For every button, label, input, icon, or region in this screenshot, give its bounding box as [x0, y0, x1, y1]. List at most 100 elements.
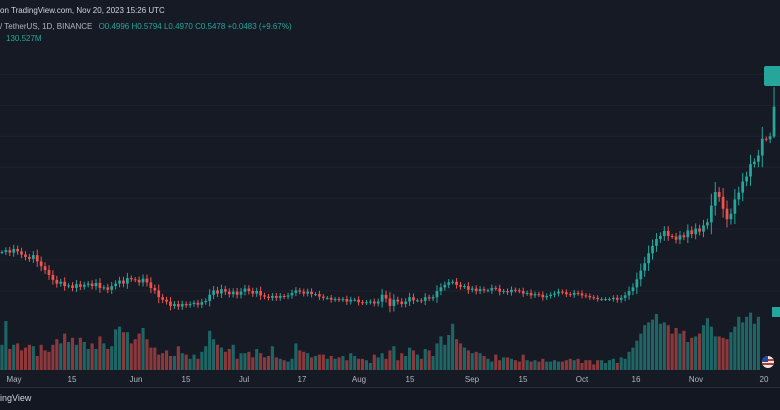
candle-body [584, 295, 588, 297]
candle-body [145, 278, 149, 283]
candle-body [157, 290, 161, 298]
volume-bar [690, 337, 694, 370]
candle-body [549, 294, 553, 296]
volume-bar [729, 332, 733, 370]
candle-body [698, 228, 701, 232]
volume-bar [161, 353, 165, 370]
volume-bar [631, 347, 635, 370]
volume-bar [157, 354, 161, 370]
candle-body [529, 292, 533, 296]
candle-body [627, 291, 631, 296]
volume-bar [215, 344, 220, 370]
volume-bar [349, 353, 353, 370]
candle-body [114, 283, 117, 287]
volume-bar [313, 356, 318, 370]
volume-bar [227, 349, 231, 370]
candle-body [756, 155, 760, 162]
volume-bar [353, 356, 357, 370]
tradingview-logo[interactable]: ingView [0, 393, 32, 403]
candle-body [39, 261, 43, 267]
volume-bar [47, 351, 51, 370]
candle-body [294, 290, 298, 293]
price-chart[interactable]: May 15 Jun 15 Jul 17 Aug 15 Sep 15 Oct 16 Nov 20 [0, 0, 780, 388]
candle-body [176, 304, 180, 307]
candle-body [372, 301, 376, 304]
candle-body [243, 288, 247, 292]
candle-body [655, 239, 658, 246]
volume-bar [59, 343, 63, 370]
volume-bar [717, 336, 721, 370]
volume-bar [537, 361, 541, 370]
volume-bar [494, 354, 498, 370]
volume-bar [396, 360, 400, 370]
volume-bar [400, 353, 404, 370]
candle-body [753, 161, 756, 165]
volume-bar [643, 325, 647, 370]
candle-body [106, 287, 110, 290]
candle-body [533, 294, 537, 296]
candle-body [647, 253, 650, 264]
volume-bar [545, 361, 549, 370]
volume-bar [713, 336, 717, 370]
volume-readout: 130.527M [6, 34, 42, 43]
candle-body [47, 270, 51, 275]
candle-body [404, 301, 408, 305]
candle-body [24, 254, 27, 257]
x-axis-label: Jun [130, 375, 143, 384]
candle-body [255, 291, 259, 294]
candle-body [28, 257, 31, 259]
candle-body [470, 288, 474, 290]
candle-body [690, 230, 694, 235]
volume-bar [388, 350, 392, 370]
volume-bar [231, 344, 235, 370]
candle-body [643, 263, 647, 271]
candle-body [180, 304, 184, 307]
candle-body [557, 291, 560, 294]
candle-body [466, 286, 470, 290]
volume-bar [647, 322, 651, 370]
volume-bar [165, 350, 169, 370]
volume-bar [90, 343, 94, 370]
volume-bar [650, 319, 655, 370]
volume-bar [670, 333, 674, 370]
volume-bar [82, 342, 86, 370]
volume-bar [345, 360, 349, 370]
candle-body [721, 196, 725, 209]
candle-body [314, 294, 317, 296]
volume-bar [239, 353, 243, 370]
volume-bar [329, 356, 333, 370]
volume-bar [588, 360, 592, 370]
candle-body [231, 291, 235, 295]
volume-bar [615, 363, 619, 370]
candle-body [741, 181, 745, 193]
candle-body [525, 292, 529, 294]
volume-bar [705, 318, 709, 370]
candle-body [564, 292, 568, 295]
volume-bar [63, 333, 67, 370]
candle-body [165, 299, 168, 302]
candle-body [733, 199, 737, 214]
candle-body [361, 302, 364, 304]
candle-body [384, 294, 388, 299]
x-axis-label: Aug [352, 375, 366, 384]
volume-bar [368, 363, 372, 370]
candle-body [20, 251, 23, 255]
volume-bar [333, 358, 337, 370]
candle-body [0, 252, 4, 254]
candle-body [443, 284, 447, 288]
volume-bar [513, 360, 517, 370]
candle-body [553, 293, 556, 295]
volume-bar [35, 356, 39, 370]
volume-bar [55, 339, 59, 370]
candle-body [98, 283, 102, 288]
volume-bar [43, 350, 47, 370]
volume-bar [290, 358, 294, 370]
volume-bar [666, 325, 670, 370]
volume-bar [12, 344, 16, 370]
candle-body [568, 294, 572, 296]
candle-body [8, 250, 12, 253]
x-axis-label: 15 [406, 375, 415, 384]
x-axis-label: 15 [68, 375, 77, 384]
volume-bar [114, 329, 118, 370]
volume-bar [462, 347, 466, 370]
